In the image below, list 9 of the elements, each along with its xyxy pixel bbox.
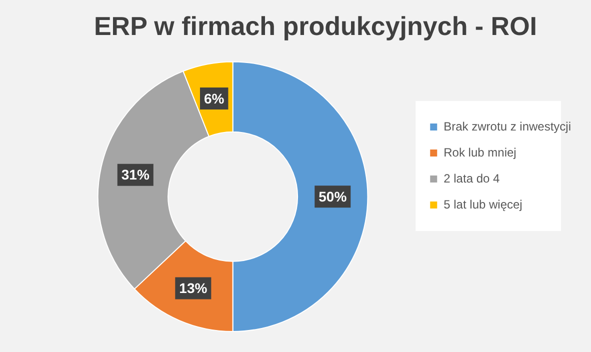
data-label: 13% (179, 280, 208, 296)
chart-title: ERP w firmach produkcyjnych - ROI (94, 10, 538, 41)
legend-label: 2 lata do 4 (444, 171, 500, 186)
data-label: 6% (204, 90, 225, 106)
legend-label: Rok lub mniej (444, 145, 516, 160)
legend-label: 5 lat lub więcej (444, 197, 522, 212)
data-label: 31% (121, 166, 150, 183)
legend-label: Brak zwrotu z inwestycji (444, 119, 572, 134)
data-label: 50% (318, 188, 348, 204)
